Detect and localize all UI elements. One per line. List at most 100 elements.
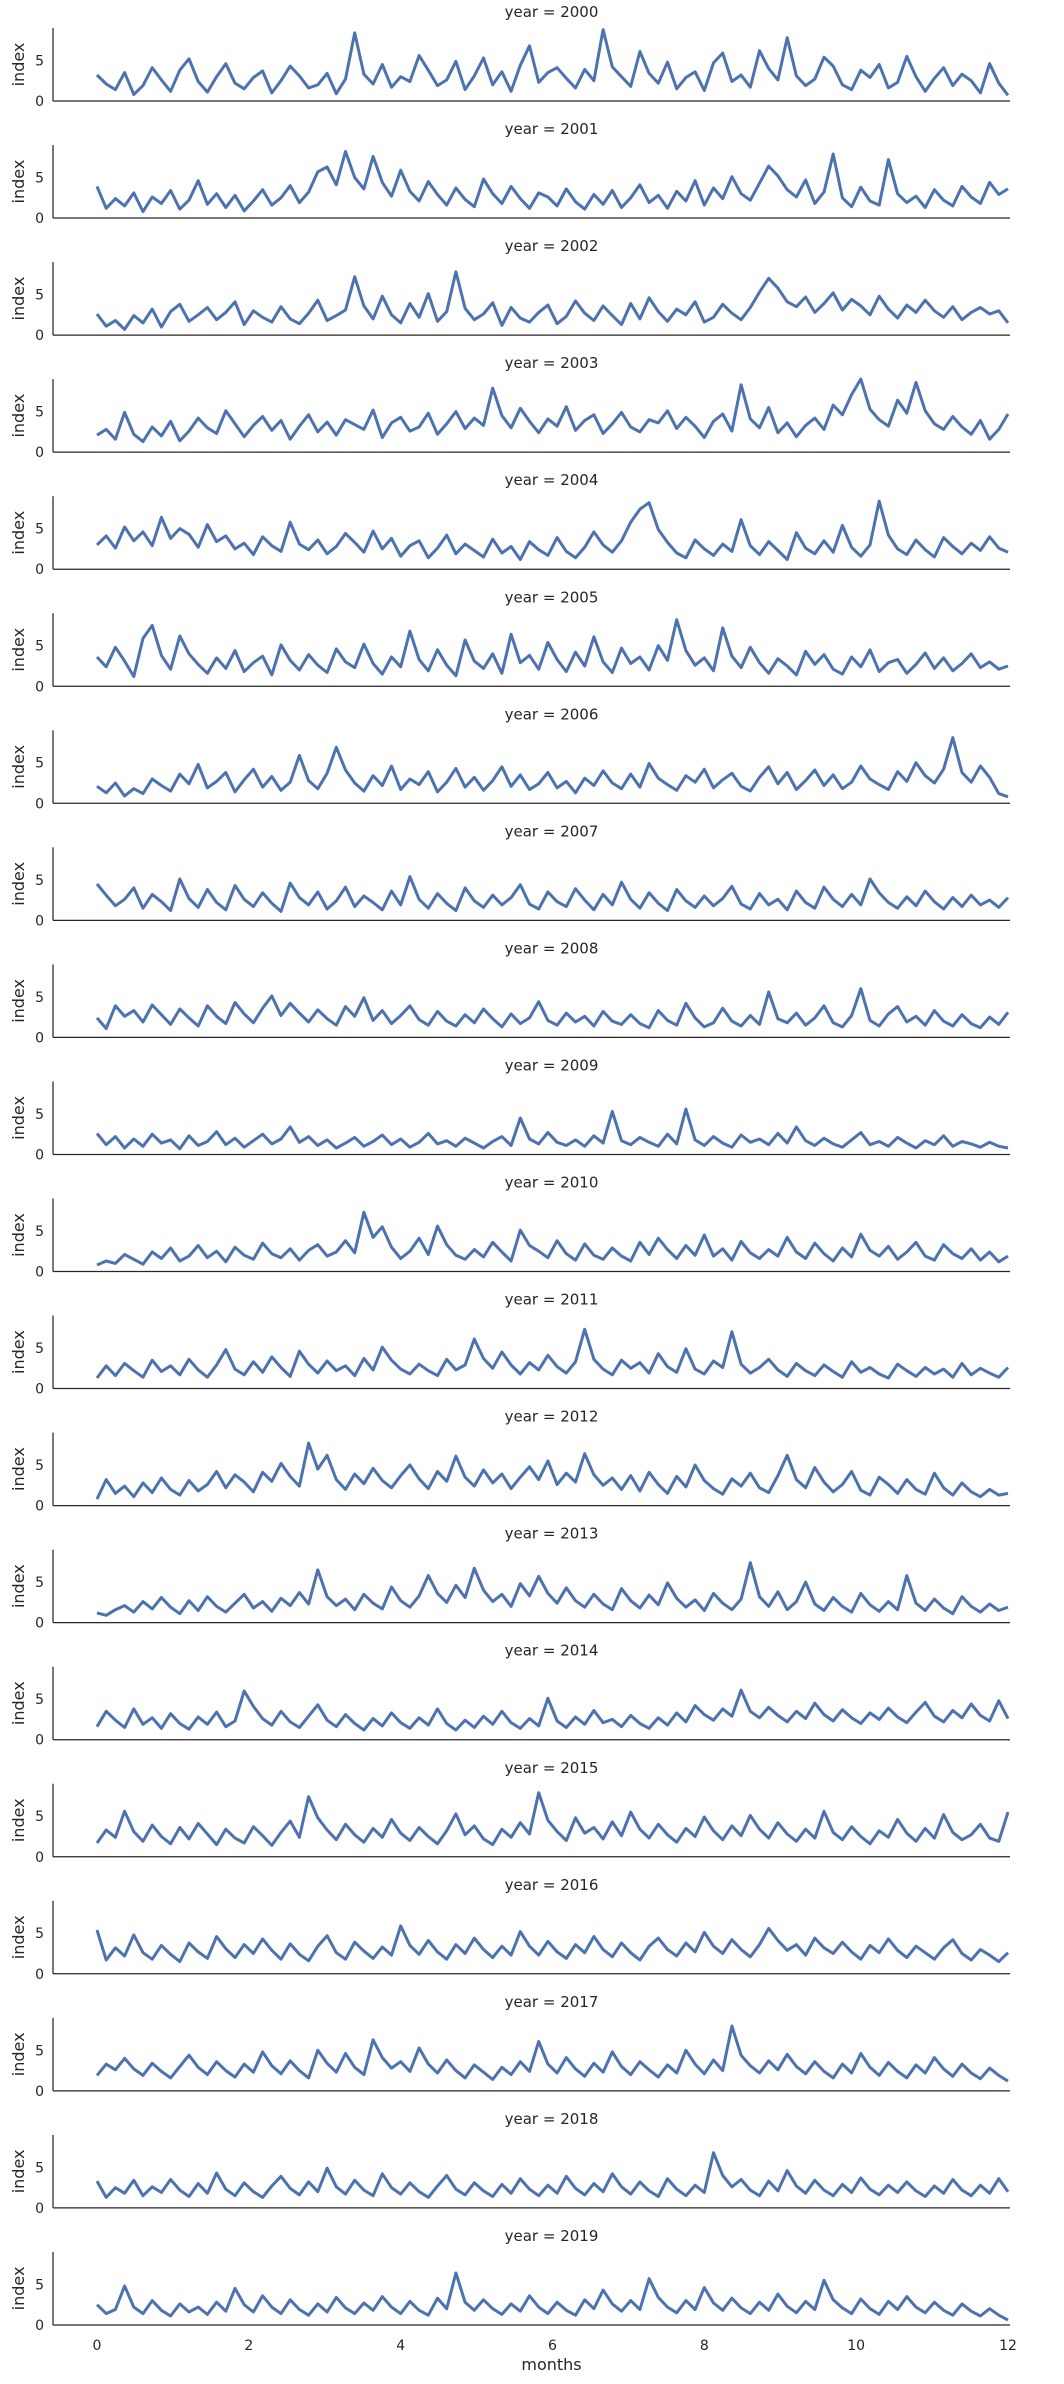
series-line-2011 (95, 1327, 1010, 1380)
y-tick-label: 5 (35, 2043, 44, 2059)
y-tick-label: 5 (35, 522, 44, 538)
y-tick-label: 0 (35, 1850, 44, 1866)
y-tick-label: 5 (35, 2160, 44, 2176)
facet-title: year = 2017 (505, 1993, 599, 2011)
y-axis-label: index (9, 1096, 28, 1140)
series-line-2008 (95, 987, 1010, 1030)
series-line-2003 (96, 377, 1010, 444)
x-tick-label: 4 (396, 2338, 405, 2354)
y-tick-label: 0 (35, 445, 44, 461)
y-tick-label: 5 (35, 288, 44, 304)
series-line-2001 (95, 150, 1009, 214)
y-tick-label: 5 (35, 1224, 44, 1240)
y-tick-label: 0 (35, 94, 44, 110)
y-tick-label: 5 (35, 873, 44, 889)
facet-title: year = 2004 (505, 471, 599, 489)
y-tick-label: 0 (35, 1733, 44, 1749)
series-line-2006 (96, 736, 1009, 799)
series-line-2017 (95, 2024, 1009, 2083)
y-tick-label: 0 (35, 1265, 44, 1281)
facet-title: year = 2018 (505, 2110, 599, 2128)
y-tick-label: 5 (35, 2277, 44, 2293)
series-line-2007 (95, 875, 1010, 913)
y-tick-label: 0 (35, 679, 44, 695)
y-axis-label: index (9, 2150, 28, 2194)
y-axis-label: index (9, 628, 28, 672)
y-tick-label: 5 (35, 990, 44, 1006)
series-line-2009 (95, 1107, 1009, 1151)
x-tick-label: 10 (847, 2338, 865, 2354)
facet-title: year = 2003 (505, 354, 599, 372)
facet-title: year = 2009 (505, 1056, 599, 1074)
y-tick-label: 5 (35, 53, 44, 69)
series-line-2004 (95, 499, 1009, 561)
facet-title: year = 2005 (505, 588, 599, 606)
series-line-2002 (95, 270, 1010, 331)
series-line-2019 (95, 2271, 1009, 2322)
y-tick-label: 0 (35, 796, 44, 812)
y-axis-label: index (9, 1330, 28, 1374)
series-line-2014 (95, 1688, 1010, 1732)
y-axis-label: index (9, 511, 28, 555)
series-line-2000 (95, 28, 1010, 97)
facet-title: year = 2000 (505, 3, 599, 21)
y-tick-label: 0 (35, 562, 44, 578)
facet-title: year = 2013 (505, 1525, 599, 1543)
y-tick-label: 5 (35, 1926, 44, 1942)
series-line-2010 (96, 1210, 1009, 1267)
facet-title: year = 2008 (505, 939, 599, 957)
y-axis-label: index (9, 160, 28, 204)
y-tick-label: 0 (35, 1382, 44, 1398)
facet-title: year = 2016 (505, 1876, 599, 1894)
facet-title: year = 2002 (505, 237, 599, 255)
x-tick-label: 8 (700, 2338, 709, 2354)
y-tick-label: 5 (35, 170, 44, 186)
y-axis-label: index (9, 745, 28, 789)
y-axis-label: index (9, 43, 28, 87)
facet-title: year = 2015 (505, 1759, 599, 1777)
facet-title: year = 2014 (505, 1642, 599, 1660)
y-tick-label: 0 (35, 328, 44, 344)
y-axis-label: index (9, 394, 28, 438)
y-tick-label: 5 (35, 1809, 44, 1825)
x-tick-label: 6 (548, 2338, 557, 2354)
y-tick-label: 0 (35, 913, 44, 929)
y-tick-label: 0 (35, 211, 44, 227)
x-tick-label: 12 (999, 2338, 1017, 2354)
y-tick-label: 0 (35, 2201, 44, 2217)
y-tick-label: 0 (35, 1147, 44, 1163)
y-tick-label: 5 (35, 405, 44, 421)
y-tick-label: 5 (35, 1458, 44, 1474)
y-tick-label: 0 (35, 2318, 44, 2334)
series-line-2015 (95, 1791, 1010, 1847)
y-axis-label: index (9, 2267, 28, 2311)
facet-title: year = 2001 (505, 120, 599, 138)
y-tick-label: 5 (35, 1341, 44, 1357)
series-line-2016 (95, 1924, 1010, 1964)
x-tick-label: 0 (93, 2338, 102, 2354)
y-tick-label: 5 (35, 639, 44, 655)
series-line-2012 (95, 1441, 1009, 1500)
y-axis-label: index (9, 277, 28, 321)
y-tick-label: 0 (35, 1030, 44, 1046)
facet-title: year = 2007 (505, 822, 599, 840)
y-tick-label: 5 (35, 1575, 44, 1591)
y-tick-label: 5 (35, 756, 44, 772)
series-line-2013 (96, 1561, 1009, 1617)
y-axis-label: index (9, 2032, 28, 2076)
facet-title: year = 2012 (505, 1408, 599, 1426)
y-axis-label: index (9, 862, 28, 906)
facet-title: year = 2011 (505, 1291, 599, 1309)
y-tick-label: 5 (35, 1692, 44, 1708)
y-tick-label: 5 (35, 1107, 44, 1123)
series-line-2005 (95, 618, 1009, 678)
x-axis-label: months (521, 2355, 581, 2374)
y-axis-label: index (9, 1681, 28, 1725)
y-tick-label: 0 (35, 1616, 44, 1632)
y-axis-label: index (9, 1915, 28, 1959)
y-axis-label: index (9, 979, 28, 1023)
y-axis-label: index (9, 1564, 28, 1608)
y-tick-label: 0 (35, 1499, 44, 1515)
